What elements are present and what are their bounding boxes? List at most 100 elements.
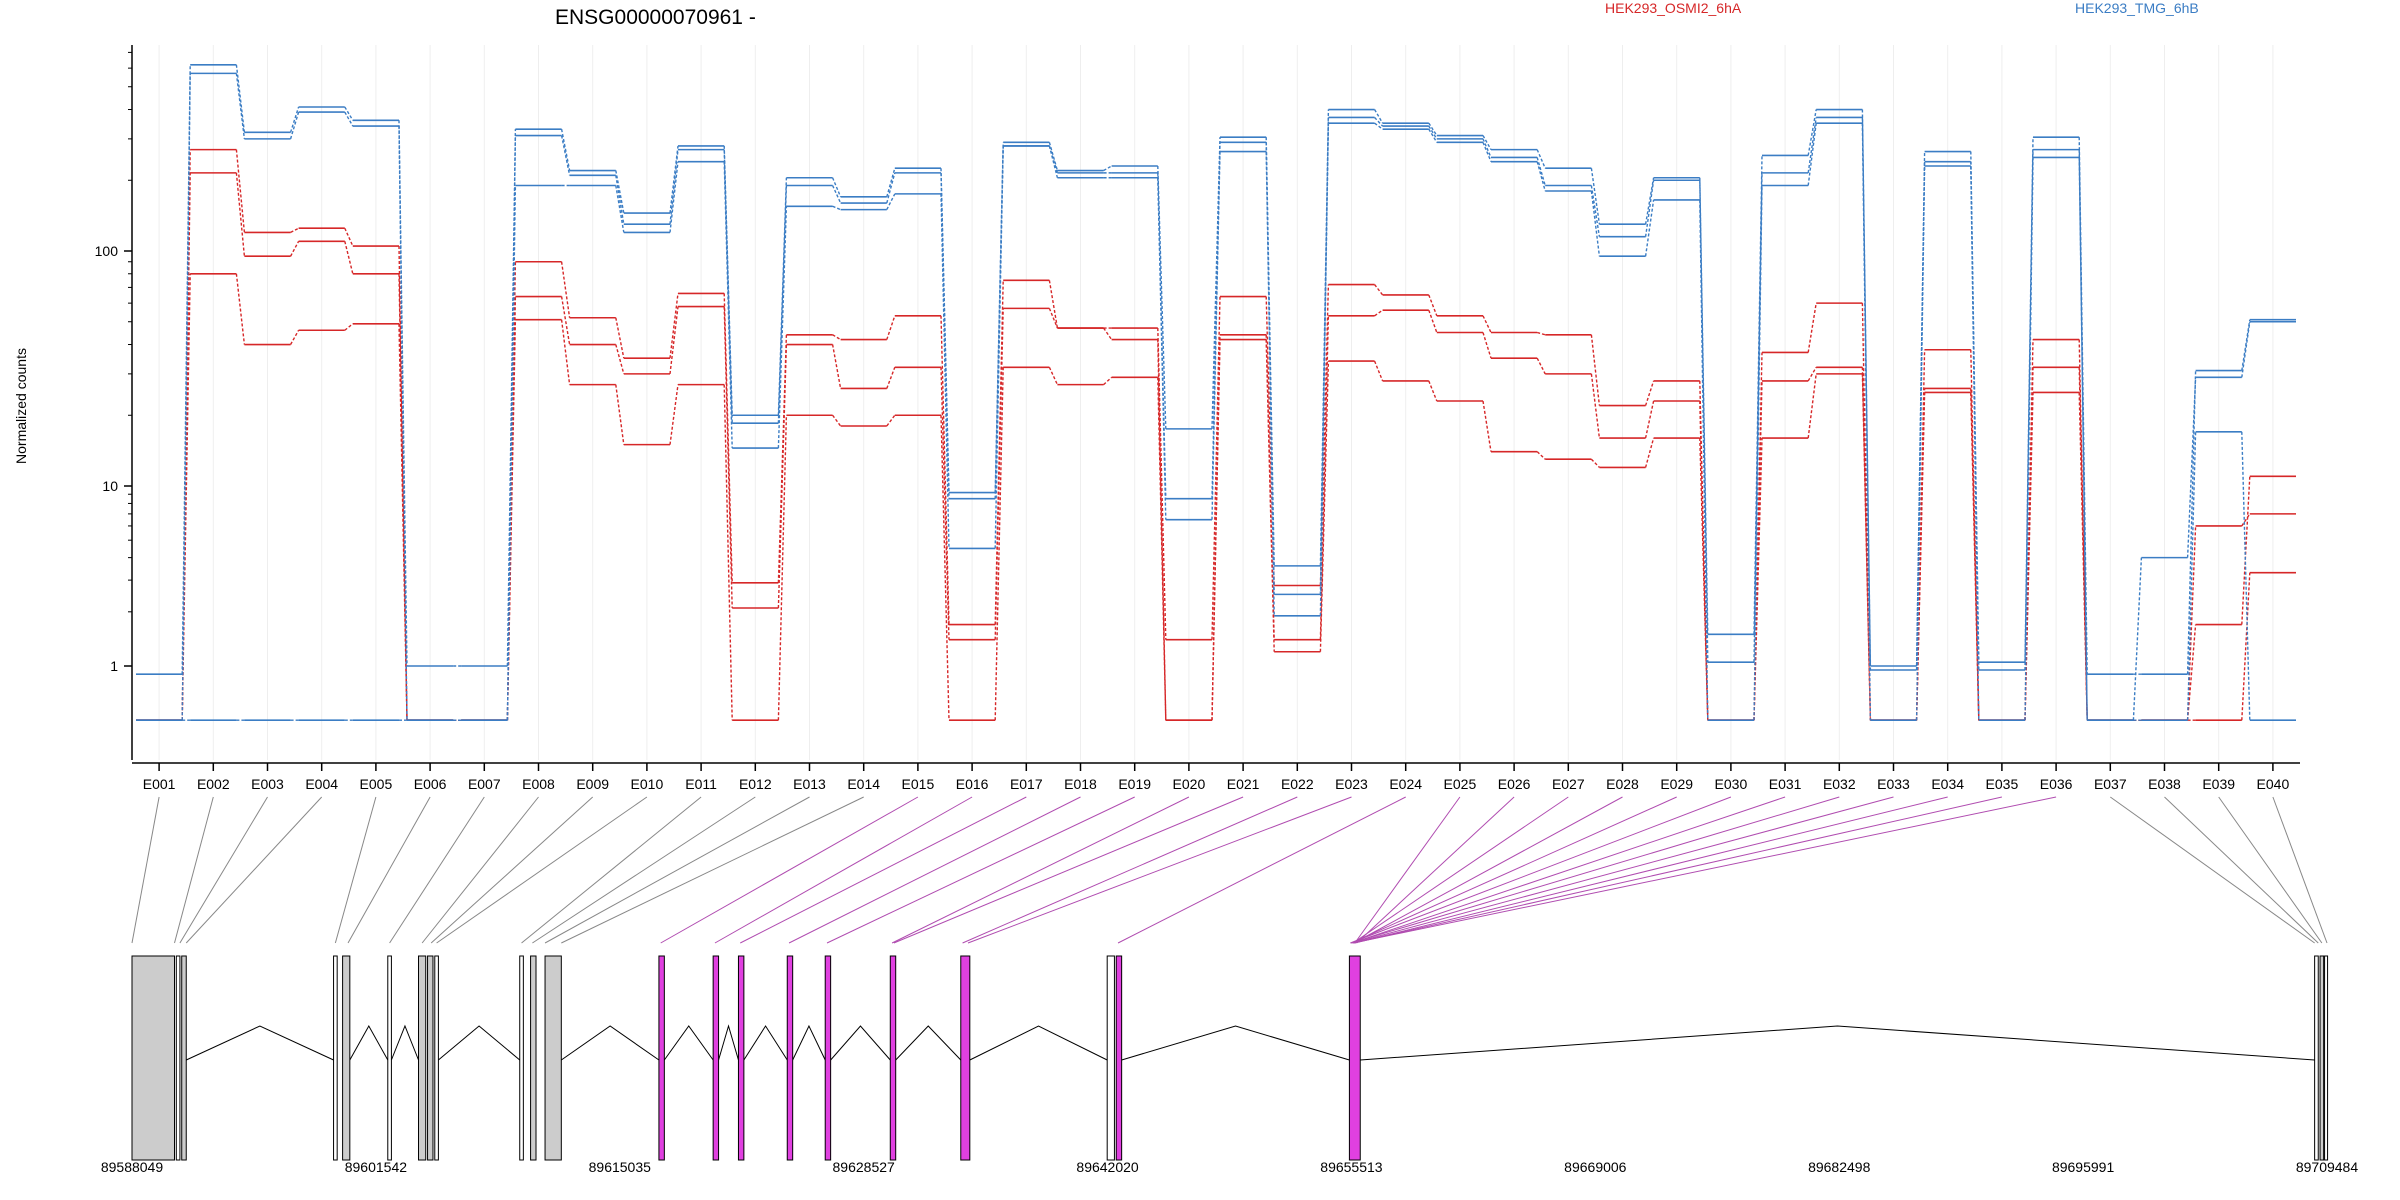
intron-line — [895, 1025, 962, 1061]
series-connector — [723, 306, 733, 609]
intron-line — [969, 1025, 1108, 1061]
series-connector — [777, 415, 788, 721]
x-tick-label-exon: E015 — [902, 776, 935, 792]
series-connector — [1590, 168, 1601, 225]
exon-connector-line — [660, 796, 919, 944]
series-connector — [235, 149, 246, 233]
x-tick-label-exon: E019 — [1118, 776, 1151, 792]
intron-line — [561, 1025, 660, 1061]
x-axis: E001 E002 E003 E004 E005 E006 E007 E008 E009 E010… — [132, 762, 2300, 792]
x-tick-label-exon: E024 — [1389, 776, 1422, 792]
exon-block-highlighted — [889, 955, 897, 1161]
series-connector — [1644, 180, 1655, 237]
series-connector — [994, 367, 1004, 721]
series-connector — [1211, 151, 1221, 520]
series-connector — [886, 168, 896, 198]
exon-connector-line — [174, 796, 214, 944]
series-connector — [560, 319, 571, 385]
series-connector — [940, 193, 950, 549]
y-tick-label: 1 — [110, 658, 118, 674]
x-tick-label-exon: E002 — [197, 776, 230, 792]
exon-connector-line — [1351, 796, 1840, 944]
series-connector — [506, 261, 517, 721]
exon-connector-line — [334, 796, 377, 944]
exon-connector-line — [967, 796, 1352, 944]
series-connector — [235, 273, 246, 345]
series-connector — [886, 315, 896, 340]
series-connector — [1374, 284, 1384, 296]
x-tick-label-exon: E031 — [1769, 776, 1802, 792]
exon-connector-line — [1353, 796, 1623, 944]
series-connector — [832, 205, 841, 211]
series-connector — [615, 175, 625, 225]
series-connector — [831, 344, 842, 389]
series-connector — [669, 306, 679, 374]
legend-item-osmi2: HEK293_OSMI2_6hA — [1605, 0, 1742, 16]
exon-connector-line — [826, 796, 1135, 944]
series-connector — [615, 170, 625, 214]
series-connector — [1211, 296, 1221, 640]
series-connector — [1915, 392, 1926, 721]
series-connector — [1861, 109, 1872, 667]
x-tick-label-exon: E017 — [1010, 776, 1043, 792]
x-tick-label-exon: E020 — [1173, 776, 1206, 792]
series-connector — [1644, 380, 1655, 406]
intron-line — [1121, 1025, 1350, 1061]
series-connector — [1211, 137, 1221, 429]
series-connector — [2078, 157, 2088, 721]
coordinate-label: 89642020 — [1076, 1159, 1139, 1175]
exon-connector-line — [2110, 796, 2315, 944]
series-connector — [289, 240, 300, 257]
exon-connector-line — [788, 796, 1081, 944]
series-connector — [1915, 165, 1926, 721]
coordinate-label: 89615035 — [589, 1159, 652, 1175]
series-connector — [1103, 376, 1113, 386]
exon-connector-line — [561, 796, 864, 944]
x-tick-label-exon: E039 — [2202, 776, 2235, 792]
series-connector — [1374, 122, 1384, 130]
exon-block — [2324, 955, 2329, 1161]
series-connector — [1482, 332, 1492, 359]
x-tick-label-exon: E035 — [1986, 776, 2019, 792]
exon-connector-line — [1350, 796, 1732, 944]
series-connector — [1103, 327, 1113, 340]
x-tick-label-exon: E036 — [2040, 776, 2073, 792]
exon-connector-line — [421, 796, 539, 944]
series-connector — [560, 261, 571, 318]
series-connector — [723, 384, 733, 721]
series-connector — [615, 344, 625, 375]
x-tick-label-exon: E011 — [685, 776, 717, 792]
series-connector — [1807, 303, 1817, 353]
series-connector — [181, 273, 191, 721]
coordinate-label: 89682498 — [1808, 1159, 1871, 1175]
series-connector — [886, 414, 896, 427]
series-connector — [1590, 190, 1601, 257]
series-connector — [1048, 145, 1059, 178]
series-connector — [1319, 117, 1330, 595]
exon-connector-line — [131, 796, 160, 944]
series-connector — [2024, 157, 2034, 721]
series-connector — [723, 161, 733, 449]
x-tick-label-exon: E009 — [576, 776, 609, 792]
series-connector — [344, 111, 354, 127]
series-connector — [344, 241, 354, 274]
exon-connector-line — [962, 796, 1298, 944]
x-tick-label-exon: E025 — [1444, 776, 1477, 792]
series-connector — [1211, 142, 1221, 499]
genomic-coordinate-axis: 89588049 89601542 89615035 89628527 89642020… — [101, 1159, 2359, 1175]
series-connector — [1699, 177, 1709, 635]
series-connector — [1536, 149, 1546, 169]
exon-block — [387, 955, 392, 1161]
y-tick-label: 100 — [95, 243, 119, 259]
chart-title: ENSG00000070961 - — [555, 6, 756, 29]
series-connector — [1807, 123, 1817, 186]
exon-connector-line — [430, 796, 594, 944]
series-connector — [235, 172, 246, 257]
exon-connector-line — [714, 796, 973, 944]
x-tick-label-exon: E003 — [251, 776, 284, 792]
exon-block — [519, 955, 524, 1161]
series-connector — [831, 185, 842, 204]
series-connector — [2241, 431, 2251, 721]
series-connector — [1536, 161, 1546, 192]
